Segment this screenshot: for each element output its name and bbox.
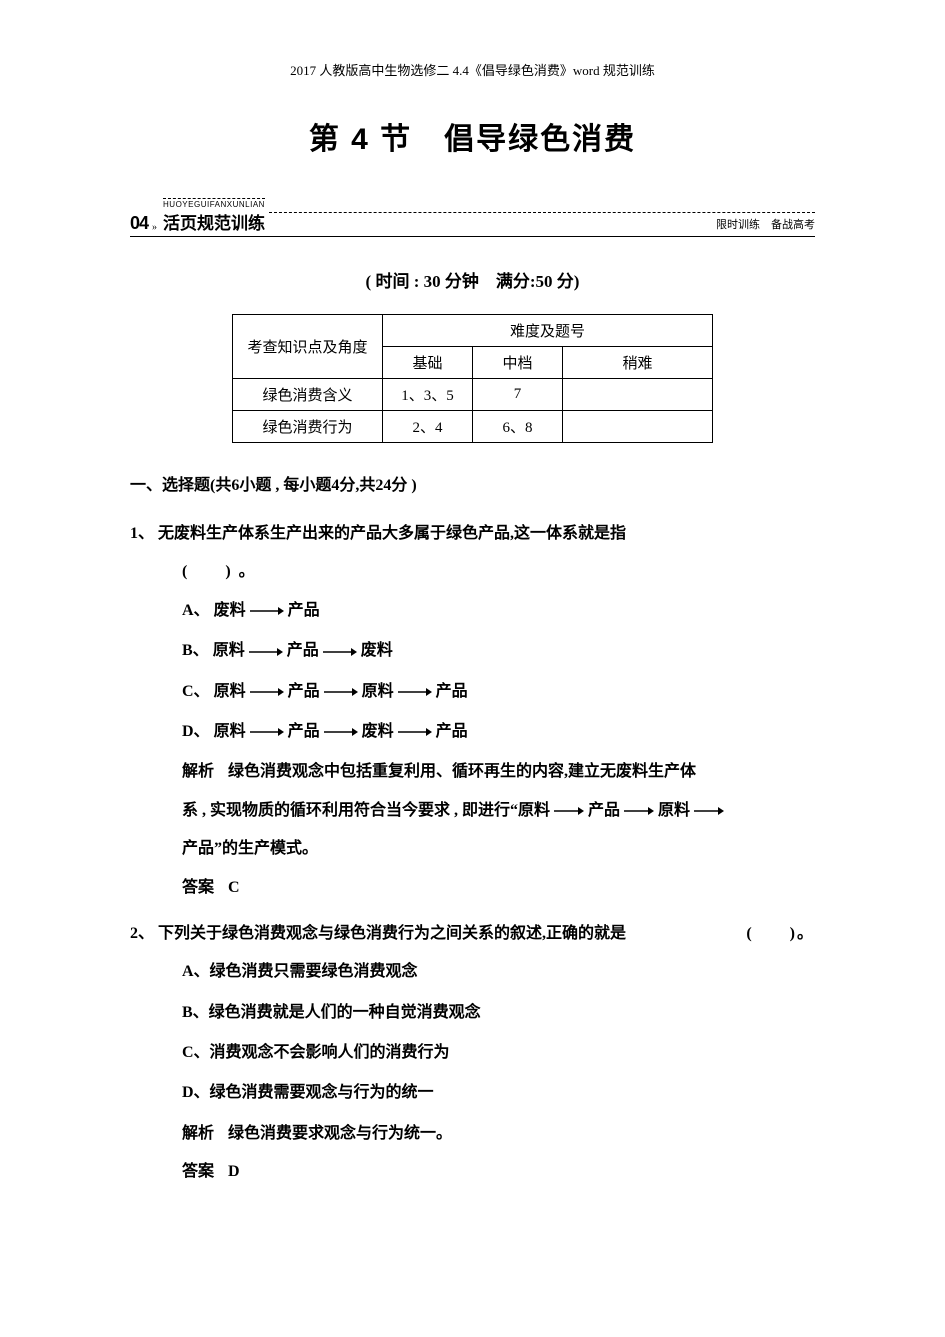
table-col-basic: 基础 [383, 347, 473, 379]
option-part: 产品 [288, 602, 320, 619]
analysis-line: 产品”的生产模式。 [130, 830, 815, 868]
table-cell [563, 379, 713, 411]
option-part: 原料 [214, 723, 246, 740]
analysis-line: 系 , 实现物质的循环利用符合当今要求 , 即进行“原料 产品 原料 [130, 792, 815, 830]
options: A、绿色消费只需要绿色消费观念 B、绿色消费就是人们的一种自觉消费观念 C、消费… [130, 953, 815, 1113]
option-part: 原料 [213, 642, 245, 659]
table-cell: 1、3、5 [383, 379, 473, 411]
answer-line: 答案 C [130, 869, 815, 907]
analysis-label: 解析 [182, 1125, 214, 1142]
option-part: 废料 [362, 723, 394, 740]
analysis-text: 系 , 实现物质的循环利用符合当今要求 , 即进行“原料 [182, 802, 550, 819]
blank-paren: ( ) 。 [182, 553, 257, 591]
option-d: D、 原料 产品 废料 产品 [182, 713, 815, 751]
arrow-icon [323, 647, 357, 657]
document-header: 2017 人教版高中生物选修二 4.4《倡导绿色消费》word 规范训练 [130, 60, 815, 79]
option-part: 产品 [288, 683, 320, 700]
arrow-icon [250, 606, 284, 616]
arrow-icon [554, 806, 584, 816]
option-part: 产品 [288, 723, 320, 740]
option-part: 原料 [214, 683, 246, 700]
option-part: 废料 [361, 642, 393, 659]
question-stem: 2、 下列关于绿色消费观念与绿色消费行为之间关系的叙述,正确的就是 ( )。 [130, 915, 815, 953]
option-part: 原料 [362, 683, 394, 700]
arrow-icon [249, 647, 283, 657]
arrow-icon [398, 727, 432, 737]
question-1: 1、 无废料生产体系生产出来的产品大多属于绿色产品,这一体系就是指 ( ) 。 … [130, 515, 815, 907]
option-a: A、 废料 产品 [182, 592, 815, 630]
option-part: 产品 [436, 683, 468, 700]
option-d: D、绿色消费需要观念与行为的统一 [182, 1074, 815, 1112]
option-label: D、 [182, 723, 210, 740]
table-cell: 7 [473, 379, 563, 411]
table-cell-kp: 绿色消费含义 [233, 379, 383, 411]
arrow-icon [250, 687, 284, 697]
analysis-text: 绿色消费要求观念与行为统一。 [228, 1125, 452, 1142]
analysis-text: 产品 [588, 802, 620, 819]
table-row: 绿色消费行为 2、4 6、8 [233, 411, 713, 443]
option-part: 废料 [214, 602, 246, 619]
option-label: A、 [182, 602, 210, 619]
table-header-difficulty: 难度及题号 [383, 315, 713, 347]
section-title-wrap: HUOYEGUIFANXUNLIAN 活页规范训练 [163, 198, 265, 234]
analysis: 解析绿色消费观念中包括重复利用、循环再生的内容,建立无废料生产体 [130, 753, 815, 791]
option-part: 产品 [287, 642, 319, 659]
option-a: A、绿色消费只需要绿色消费观念 [182, 953, 815, 991]
answer-line: 答案 D [130, 1153, 815, 1191]
table-header-kp: 考查知识点及角度 [233, 315, 383, 379]
section-right-text: 限时训练 备战高考 [716, 216, 815, 232]
answer-value: C [228, 879, 240, 896]
table-row: 绿色消费含义 1、3、5 7 [233, 379, 713, 411]
section-pinyin: HUOYEGUIFANXUNLIAN [163, 198, 265, 209]
section-heading: 一、选择题(共6小题 , 每小题4分,共24分 ) [130, 471, 815, 495]
analysis-text: 产品”的生产模式。 [182, 840, 318, 857]
question-text-inner: 下列关于绿色消费观念与绿色消费行为之间关系的叙述,正确的就是 [158, 915, 626, 953]
question-text: 下列关于绿色消费观念与绿色消费行为之间关系的叙述,正确的就是 ( )。 [158, 915, 815, 953]
answer-label: 答案 [182, 879, 214, 896]
table-col-mid: 中档 [473, 347, 563, 379]
table-cell: 6、8 [473, 411, 563, 443]
analysis-label: 解析 [182, 763, 214, 780]
answer-label: 答案 [182, 1163, 214, 1180]
time-score: ( 时间 : 30 分钟 满分:50 分) [130, 267, 815, 292]
arrow-icon [324, 687, 358, 697]
options: A、 废料 产品 B、 原料 产品 废料 C、 原料 产品 原料 产品 D、 原… [130, 592, 815, 752]
question-number: 1、 [130, 515, 154, 553]
table-row: 考查知识点及角度 难度及题号 [233, 315, 713, 347]
question-text: 无废料生产体系生产出来的产品大多属于绿色产品,这一体系就是指 [158, 515, 815, 553]
option-b: B、绿色消费就是人们的一种自觉消费观念 [182, 994, 815, 1032]
table-cell: 2、4 [383, 411, 473, 443]
section-number: 04 [130, 213, 148, 234]
section-dashes [269, 212, 815, 213]
option-label: B、 [182, 642, 209, 659]
answer-value: D [228, 1163, 240, 1180]
question-2: 2、 下列关于绿色消费观念与绿色消费行为之间关系的叙述,正确的就是 ( )。 A… [130, 915, 815, 1192]
arrow-icon [624, 806, 654, 816]
section-bar: 04 » HUOYEGUIFANXUNLIAN 活页规范训练 限时训练 备战高考 [130, 198, 815, 237]
arrow-icon [694, 806, 724, 816]
section-number-box: 04 » [130, 213, 157, 234]
analysis-text: 原料 [658, 802, 690, 819]
section-cn-title: 活页规范训练 [163, 209, 265, 234]
arrow-icon [324, 727, 358, 737]
question-number: 2、 [130, 915, 154, 953]
option-c: C、 原料 产品 原料 产品 [182, 673, 815, 711]
table-col-hard: 稍难 [563, 347, 713, 379]
section-arrows-icon: » [152, 224, 157, 232]
knowledge-table: 考查知识点及角度 难度及题号 基础 中档 稍难 绿色消费含义 1、3、5 7 绿… [232, 314, 713, 443]
analysis-text: 绿色消费观念中包括重复利用、循环再生的内容,建立无废料生产体 [228, 763, 696, 780]
question-blank-line: ( ) 。 [130, 553, 815, 591]
question-stem: 1、 无废料生产体系生产出来的产品大多属于绿色产品,这一体系就是指 [130, 515, 815, 553]
option-c: C、消费观念不会影响人们的消费行为 [182, 1034, 815, 1072]
option-b: B、 原料 产品 废料 [182, 632, 815, 670]
option-label: C、 [182, 683, 210, 700]
table-cell-kp: 绿色消费行为 [233, 411, 383, 443]
blank-paren: ( )。 [746, 915, 815, 953]
analysis: 解析绿色消费要求观念与行为统一。 [130, 1115, 815, 1153]
main-title: 第 4 节 倡导绿色消费 [130, 114, 815, 158]
table-cell [563, 411, 713, 443]
arrow-icon [250, 727, 284, 737]
option-part: 产品 [436, 723, 468, 740]
arrow-icon [398, 687, 432, 697]
